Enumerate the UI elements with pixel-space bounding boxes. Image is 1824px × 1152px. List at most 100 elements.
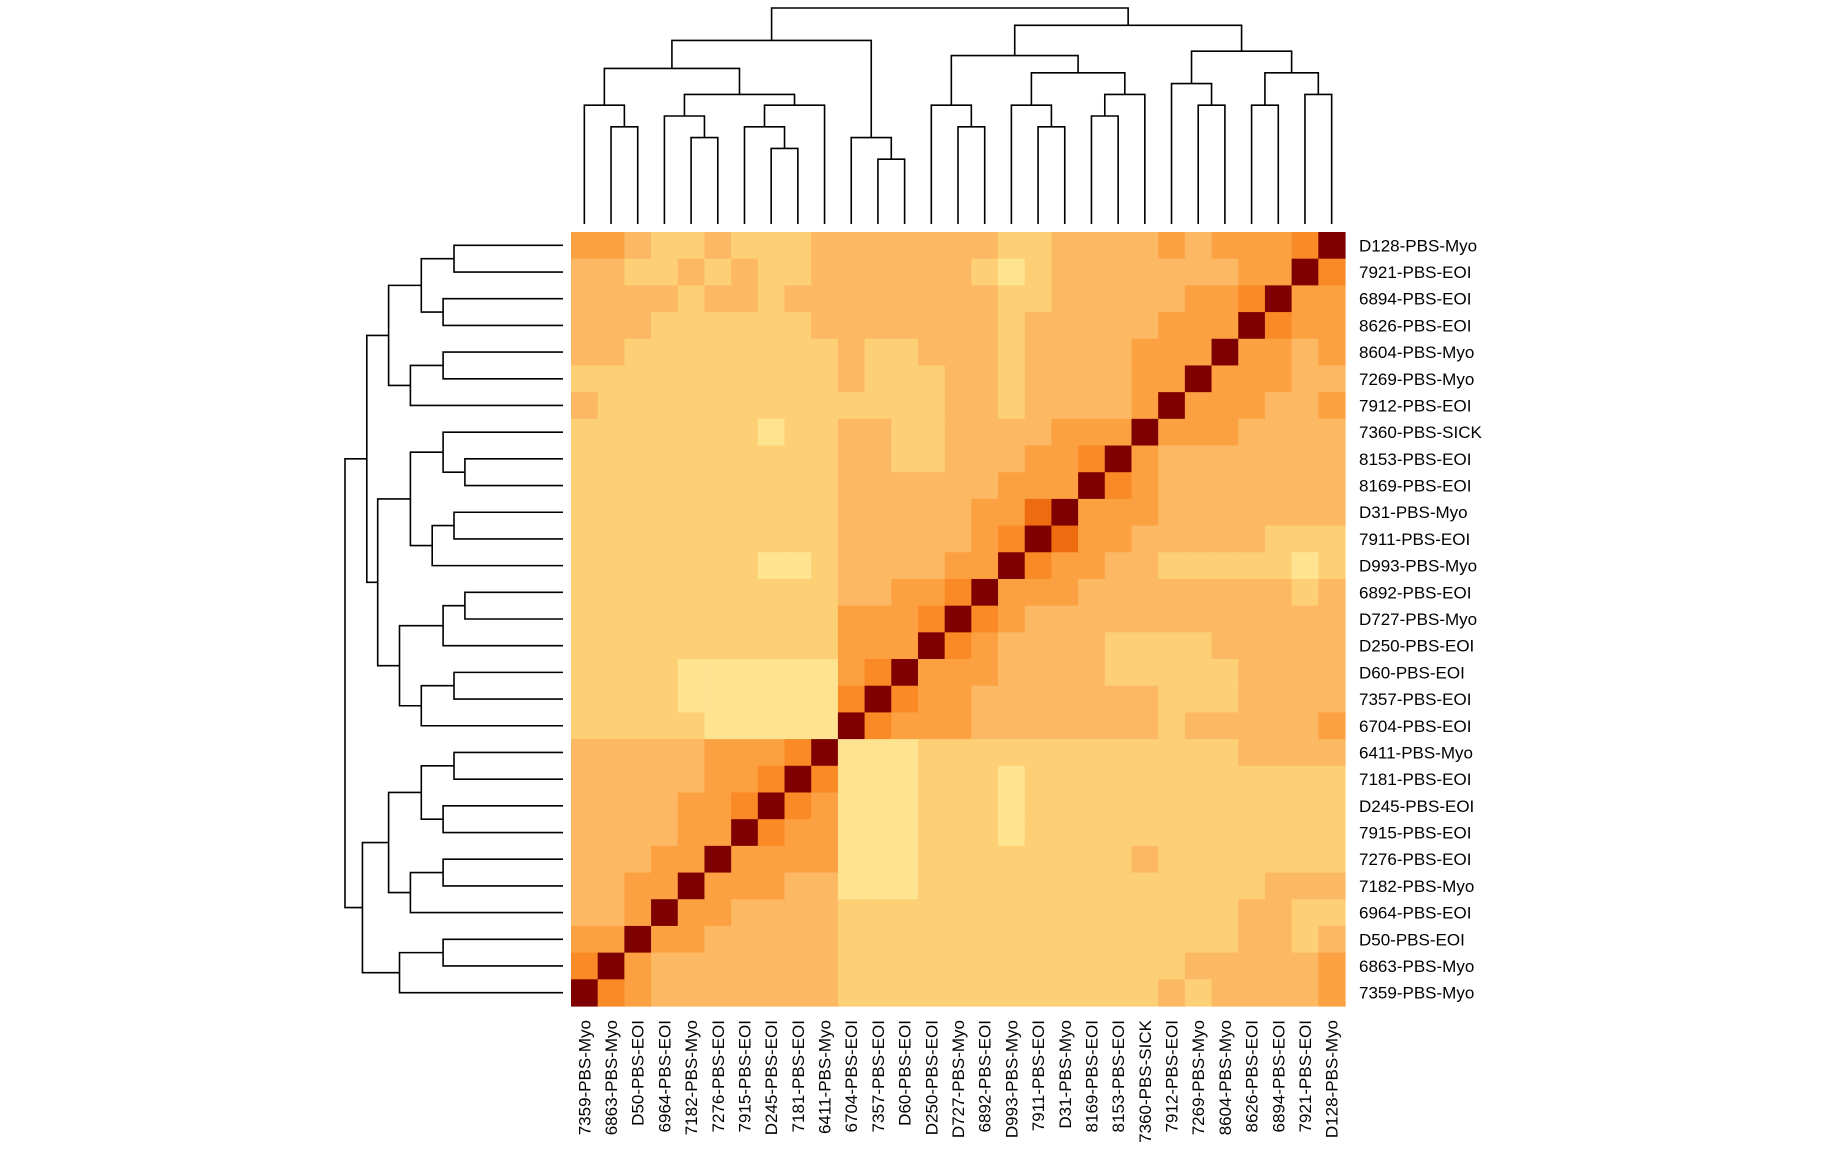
heatmap-cell [1051, 632, 1079, 660]
heatmap-cell [624, 525, 652, 553]
heatmap-cell [1158, 792, 1186, 820]
heatmap-cell [998, 952, 1026, 980]
heatmap-cell [998, 739, 1026, 767]
heatmap-cell [1318, 365, 1346, 393]
heatmap-cell [731, 418, 759, 447]
heatmap-cell [1051, 659, 1079, 687]
heatmap-cell [704, 552, 732, 580]
heatmap-cell [1318, 605, 1346, 633]
heatmap-cell [1184, 739, 1213, 767]
heatmap-cell [651, 765, 679, 794]
heatmap-cell [1238, 552, 1266, 580]
column-label: 8604-PBS-Myo [1216, 1020, 1235, 1135]
row-label: 7182-PBS-Myo [1359, 877, 1474, 896]
heatmap-cell [677, 472, 706, 500]
heatmap-cell [998, 578, 1026, 607]
heatmap-cell [944, 472, 972, 500]
heatmap-cell [998, 845, 1026, 874]
row-label: 8626-PBS-EOI [1359, 316, 1471, 335]
heatmap-cell [704, 632, 732, 660]
heatmap-cell [1078, 472, 1106, 500]
heatmap-cell [1078, 578, 1106, 607]
heatmap-cell [971, 792, 999, 820]
heatmap-cell [998, 552, 1026, 580]
heatmap-cell [837, 632, 866, 660]
heatmap-cell [944, 552, 972, 580]
heatmap-cell [1158, 285, 1186, 313]
heatmap-cell [784, 659, 812, 687]
heatmap-cell [1291, 258, 1319, 286]
heatmap-cell [1078, 338, 1106, 367]
heatmap-cell [704, 872, 732, 900]
heatmap-cell [757, 685, 786, 714]
heatmap-cell [837, 232, 866, 260]
heatmap-cell [1078, 792, 1106, 820]
heatmap-cell [891, 285, 919, 313]
heatmap-cell [784, 605, 812, 633]
heatmap-cell [1131, 845, 1159, 874]
row-label: D60-PBS-EOI [1359, 663, 1465, 682]
heatmap-cell [757, 472, 786, 500]
heatmap-cell [1238, 338, 1266, 367]
heatmap-cell [971, 819, 999, 847]
heatmap-cell [1051, 605, 1079, 633]
heatmap-cell [1318, 979, 1346, 1007]
heatmap-cell [704, 392, 732, 420]
heatmap-cell [624, 418, 652, 447]
heatmap-cell [1184, 685, 1213, 714]
heatmap-cell [1291, 792, 1319, 820]
column-label: D60-PBS-EOI [896, 1020, 915, 1126]
heatmap-cell [731, 312, 759, 340]
heatmap-cell [891, 899, 919, 927]
heatmap-cell [704, 232, 732, 260]
heatmap-cell [1051, 552, 1079, 580]
heatmap-cell [1211, 232, 1239, 260]
heatmap-cell [1264, 578, 1293, 607]
heatmap-cell [571, 819, 599, 847]
heatmap-cell [597, 232, 625, 260]
heatmap-cell [571, 472, 599, 500]
heatmap-cell [998, 685, 1026, 714]
row-label: 7359-PBS-Myo [1359, 984, 1474, 1003]
heatmap-cell [998, 392, 1026, 420]
heatmap-cell [1184, 552, 1213, 580]
heatmap-cell [1264, 979, 1293, 1007]
row-label: D245-PBS-EOI [1359, 797, 1474, 816]
heatmap-cell [597, 792, 625, 820]
heatmap-cell [757, 899, 786, 927]
row-label: D128-PBS-Myo [1359, 236, 1477, 255]
heatmap-cell [784, 285, 812, 313]
heatmap-cell [651, 232, 679, 260]
heatmap-cell [1264, 605, 1293, 633]
heatmap-cell [1051, 338, 1079, 367]
heatmap-cell [1211, 952, 1239, 980]
heatmap-cell [624, 632, 652, 660]
heatmap-cell [677, 979, 706, 1007]
heatmap-cells [571, 232, 1346, 1007]
heatmap-cell [864, 685, 892, 714]
heatmap-cell [624, 685, 652, 714]
heatmap-cell [704, 685, 732, 714]
heatmap-cell [731, 952, 759, 980]
heatmap-cell [1104, 232, 1133, 260]
heatmap-cell [1078, 552, 1106, 580]
heatmap-cell [917, 578, 946, 607]
heatmap-cell [998, 338, 1026, 367]
heatmap-cell [998, 925, 1026, 954]
heatmap-cell [944, 925, 972, 954]
heatmap-cell [917, 792, 946, 820]
heatmap-cell [677, 285, 706, 313]
heatmap-cell [1024, 845, 1053, 874]
heatmap-cell [784, 552, 812, 580]
heatmap-cell [704, 979, 732, 1007]
heatmap-cell [757, 792, 786, 820]
heatmap-cell [1291, 232, 1319, 260]
heatmap-cell [704, 792, 732, 820]
heatmap-cell [1158, 739, 1186, 767]
heatmap-cell [651, 365, 679, 393]
heatmap-cell [1024, 445, 1053, 473]
heatmap-cell [1264, 952, 1293, 980]
heatmap-cell [1238, 525, 1266, 553]
heatmap-cell [998, 258, 1026, 286]
